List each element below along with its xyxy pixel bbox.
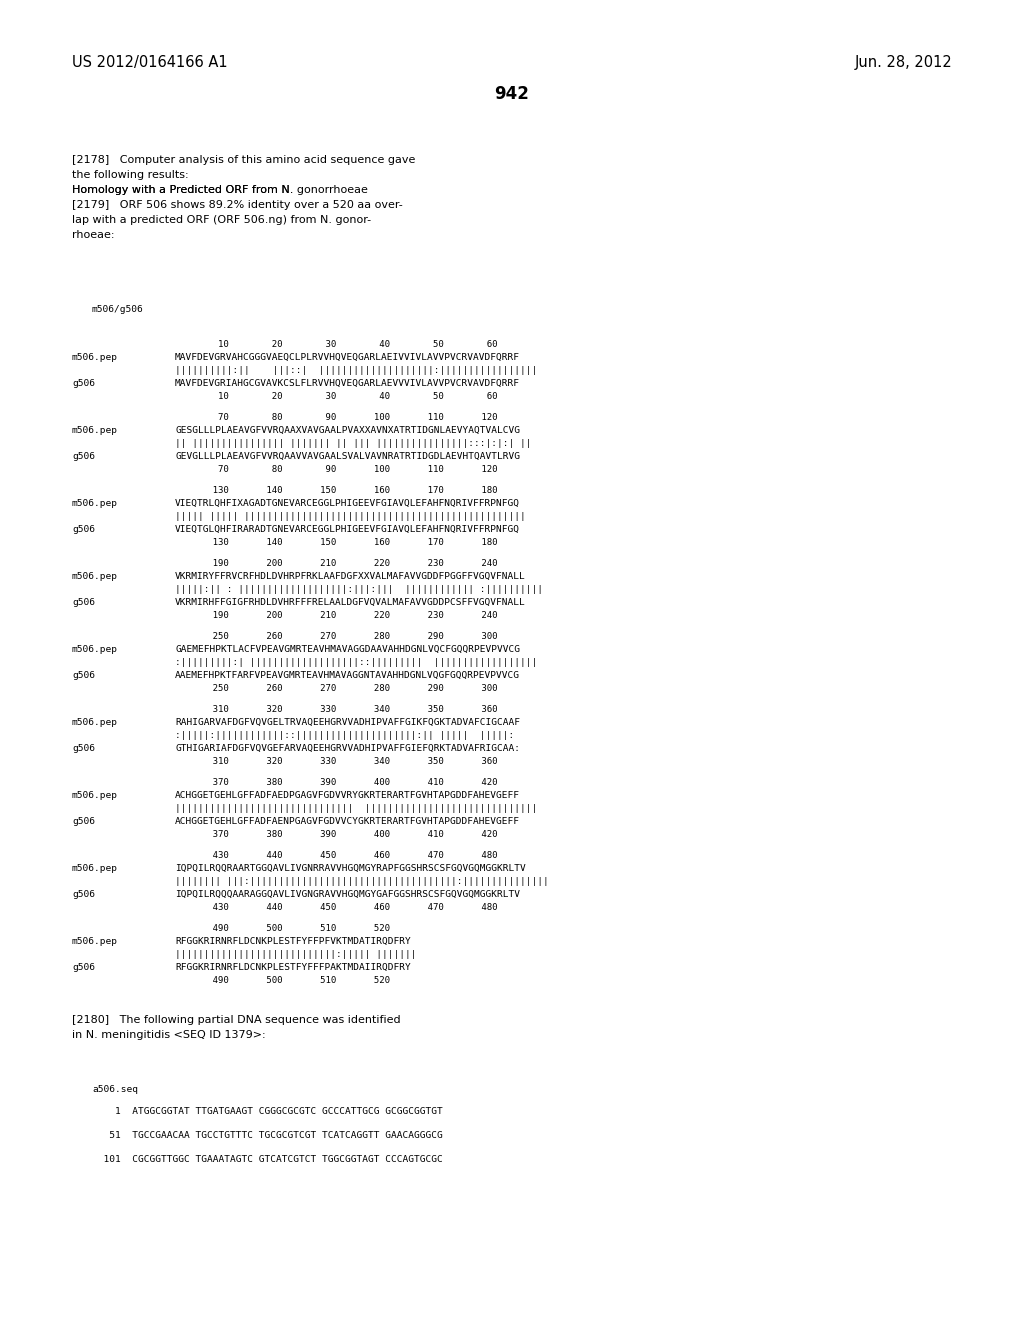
Text: in N. meningitidis <SEQ ID 1379>:: in N. meningitidis <SEQ ID 1379>: [72,1030,265,1040]
Text: g506: g506 [72,525,95,535]
Text: Homology with a Predicted ORF from N.: Homology with a Predicted ORF from N. [72,185,297,195]
Text: m506.pep: m506.pep [72,645,118,653]
Text: g506: g506 [72,744,95,752]
Text: g506: g506 [72,817,95,826]
Text: 490       500       510       520: 490 500 510 520 [175,924,390,933]
Text: 190       200       210       220       230       240: 190 200 210 220 230 240 [175,611,498,620]
Text: 490       500       510       520: 490 500 510 520 [175,975,390,985]
Text: MAVFDEVGRIAHGCGVAVKCSLFLRVVHQVEQGARLAEVVVIVLAVVPVCRVAVDFQRRF: MAVFDEVGRIAHGCGVAVKCSLFLRVVHQVEQGARLAEVV… [175,379,520,388]
Text: 310       320       330       340       350       360: 310 320 330 340 350 360 [175,705,498,714]
Text: US 2012/0164166 A1: US 2012/0164166 A1 [72,55,227,70]
Text: 250       260       270       280       290       300: 250 260 270 280 290 300 [175,684,498,693]
Text: 130       140       150       160       170       180: 130 140 150 160 170 180 [175,539,498,546]
Text: VIEQTGLQHFIRARADTGNEVARCEGGLPHIGEEVFGIAVQLEFAHFNQRIVFFRPNFGQ: VIEQTGLQHFIRARADTGNEVARCEGGLPHIGEEVFGIAV… [175,525,520,535]
Text: 10        20        30        40        50        60: 10 20 30 40 50 60 [175,341,498,348]
Text: m506.pep: m506.pep [72,718,118,727]
Text: [2179]   ORF 506 shows 89.2% identity over a 520 aa over-: [2179] ORF 506 shows 89.2% identity over… [72,201,402,210]
Text: ACHGGETGEHLGFFADFAENPGAGVFGDVVCYGKRTERARTFGVHTAPGDDFAHEVGEFF: ACHGGETGEHLGFFADFAENPGAGVFGDVVCYGKRTERAR… [175,817,520,826]
Text: g506: g506 [72,598,95,607]
Text: VIEQTRLQHFIXAGADTGNEVARCEGGLPHIGEEVFGIAVQLEFAHFNQRIVFFRPNFGQ: VIEQTRLQHFIXAGADTGNEVARCEGGLPHIGEEVFGIAV… [175,499,520,508]
Text: RAHIGARVAFDGFVQVGELTRVAQEEHGRVVADHIPVAFFGIKFQGKTADVAFCIGCAAF: RAHIGARVAFDGFVQVGELTRVAQEEHGRVVADHIPVAFF… [175,718,520,727]
Text: m506/g506: m506/g506 [92,305,143,314]
Text: m506.pep: m506.pep [72,572,118,581]
Text: m506.pep: m506.pep [72,865,118,873]
Text: 130       140       150       160       170       180: 130 140 150 160 170 180 [175,486,498,495]
Text: g506: g506 [72,964,95,972]
Text: a506.seq: a506.seq [92,1085,138,1094]
Text: IQPQILRQQRAARTGGQAVLIVGNRRAVVHGQMGYRAPFGGSHRSCSFGQVGQMGGKRLTV: IQPQILRQQRAARTGGQAVLIVGNRRAVVHGQMGYRAPFG… [175,865,525,873]
Text: m506.pep: m506.pep [72,499,118,508]
Text: ACHGGETGEHLGFFADFAEDPGAGVFGDVVRYGKRTERARTFGVHTAPGDDFAHEVGEFF: ACHGGETGEHLGFFADFAEDPGAGVFGDVVRYGKRTERAR… [175,791,520,800]
Text: GESGLLLPLAEAVGFVVRQAAXVAVGAALPVAXXAVNXATRTIDGNLAEVYAQTVALCVG: GESGLLLPLAEAVGFVVRQAAXVAVGAALPVAXXAVNXAT… [175,426,520,436]
Text: 250       260       270       280       290       300: 250 260 270 280 290 300 [175,632,498,642]
Text: VKRMIRHFFGIGFRHDLDVHRFFFRELAALDGFVQVALMAFAVVGDDPCSFFVGQVFNALL: VKRMIRHFFGIGFRHDLDVHRFFFRELAALDGFVQVALMA… [175,598,525,607]
Text: |||||||| |||:||||||||||||||||||||||||||||||||||||:|||||||||||||||: |||||||| |||:|||||||||||||||||||||||||||… [175,876,549,886]
Text: || |||||||||||||||| ||||||| || ||| ||||||||||||||||:::|:|:| ||: || |||||||||||||||| ||||||| || ||| |||||… [175,440,531,447]
Text: 10        20        30        40        50        60: 10 20 30 40 50 60 [175,392,498,401]
Text: 70        80        90       100       110       120: 70 80 90 100 110 120 [175,465,498,474]
Text: 1  ATGGCGGTAT TTGATGAAGT CGGGCGCGTC GCCCATTGCG GCGGCGGTGT: 1 ATGGCGGTAT TTGATGAAGT CGGGCGCGTC GCCCA… [92,1107,442,1115]
Text: g506: g506 [72,379,95,388]
Text: RFGGKRIRNRFLDCNKPLESTFYFFPFVKTMDATIRQDFRY: RFGGKRIRNRFLDCNKPLESTFYFFPFVKTMDATIRQDFR… [175,937,411,946]
Text: 430       440       450       460       470       480: 430 440 450 460 470 480 [175,851,498,861]
Text: m506.pep: m506.pep [72,426,118,436]
Text: VKRMIRYFFRVCRFHDLDVHRPFRKLAAFDGFXXVALMAFAVVGDDFPGGFFVGQVFNALL: VKRMIRYFFRVCRFHDLDVHRPFRKLAAFDGFXXVALMAF… [175,572,525,581]
Text: g506: g506 [72,451,95,461]
Text: :|||||||||:| |||||||||||||||||||::|||||||||  ||||||||||||||||||: :|||||||||:| |||||||||||||||||||::||||||… [175,657,538,667]
Text: 310       320       330       340       350       360: 310 320 330 340 350 360 [175,756,498,766]
Text: 370       380       390       400       410       420: 370 380 390 400 410 420 [175,830,498,840]
Text: Jun. 28, 2012: Jun. 28, 2012 [854,55,952,70]
Text: m506.pep: m506.pep [72,791,118,800]
Text: g506: g506 [72,671,95,680]
Text: 70        80        90       100       110       120: 70 80 90 100 110 120 [175,413,498,422]
Text: RFGGKRIRNRFLDCNKPLESTFYFFFPAKTMDAIIRQDFRY: RFGGKRIRNRFLDCNKPLESTFYFFFPAKTMDAIIRQDFR… [175,964,411,972]
Text: ||||| ||||| |||||||||||||||||||||||||||||||||||||||||||||||||: ||||| ||||| ||||||||||||||||||||||||||||… [175,512,525,521]
Text: 101  CGCGGTTGGC TGAAATAGTC GTCATCGTCT TGGCGGTAGT CCCAGTGCGC: 101 CGCGGTTGGC TGAAATAGTC GTCATCGTCT TGG… [92,1155,442,1164]
Text: :|||||:||||||||||||::|||||||||||||||||||||:|| |||||  |||||:: :|||||:||||||||||||::|||||||||||||||||||… [175,731,514,741]
Text: MAVFDEVGRVAHCGGGVAEQCLPLRVVHQVEQGARLAEIVVIVLAVVPVCRVAVDFQRRF: MAVFDEVGRVAHCGGGVAEQCLPLRVVHQVEQGARLAEIV… [175,352,520,362]
Text: 942: 942 [495,84,529,103]
Text: GEVGLLLPLAEAVGFVVRQAAVVAVGAALSVALVAVNRATRTIDGDLAEVHTQAVTLRVG: GEVGLLLPLAEAVGFVVRQAAVVAVGAALSVALVAVNRAT… [175,451,520,461]
Text: [2180]   The following partial DNA sequence was identified: [2180] The following partial DNA sequenc… [72,1015,400,1026]
Text: |||||:|| : |||||||||||||||||||:|||:|||  |||||||||||| :||||||||||: |||||:|| : |||||||||||||||||||:|||:||| |… [175,585,543,594]
Text: IQPQILRQQQAARAGGQAVLIVGNGRAVVHGQMGYGAFGGSHRSCSFGQVGQMGGKRLTV: IQPQILRQQQAARAGGQAVLIVGNGRAVVHGQMGYGAFGG… [175,890,520,899]
Text: GAEMEFHPKTLACFVPEAVGMRTEAVHMAVAGGDAAVAHHDGNLVQCFGQQRPEVPVVCG: GAEMEFHPKTLACFVPEAVGMRTEAVHMAVAGGDAAVAHH… [175,645,520,653]
Text: ||||||||||:||    |||::|  ||||||||||||||||||||:|||||||||||||||||: ||||||||||:|| |||::| |||||||||||||||||||… [175,366,538,375]
Text: ||||||||||||||||||||||||||||:||||| |||||||: ||||||||||||||||||||||||||||:||||| |||||… [175,950,417,960]
Text: the following results:: the following results: [72,170,188,180]
Text: |||||||||||||||||||||||||||||||  ||||||||||||||||||||||||||||||: ||||||||||||||||||||||||||||||| ||||||||… [175,804,538,813]
Text: [2178]   Computer analysis of this amino acid sequence gave: [2178] Computer analysis of this amino a… [72,154,416,165]
Text: 190       200       210       220       230       240: 190 200 210 220 230 240 [175,558,498,568]
Text: Homology with a Predicted ORF from N. gonorrhoeae: Homology with a Predicted ORF from N. go… [72,185,368,195]
Text: 51  TGCCGAACAA TGCCTGTTTC TGCGCGTCGT TCATCAGGTT GAACAGGGCG: 51 TGCCGAACAA TGCCTGTTTC TGCGCGTCGT TCAT… [92,1131,442,1140]
Text: g506: g506 [72,890,95,899]
Text: 370       380       390       400       410       420: 370 380 390 400 410 420 [175,777,498,787]
Text: m506.pep: m506.pep [72,352,118,362]
Text: lap with a predicted ORF (ORF 506.ng) from N. gonor-: lap with a predicted ORF (ORF 506.ng) fr… [72,215,371,224]
Text: 430       440       450       460       470       480: 430 440 450 460 470 480 [175,903,498,912]
Text: AAEMEFHPKTFARFVPEAVGMRTEAVHMAVAGGNTAVAHHDGNLVQGFGQQRPEVPVVCG: AAEMEFHPKTFARFVPEAVGMRTEAVHMAVAGGNTAVAHH… [175,671,520,680]
Text: m506.pep: m506.pep [72,937,118,946]
Text: GTHIGARIAFDGFVQVGEFARVAQEEHGRVVADHIPVAFFGIEFQRKTADVAFRIGCAA:: GTHIGARIAFDGFVQVGEFARVAQEEHGRVVADHIPVAFF… [175,744,520,752]
Text: rhoeae:: rhoeae: [72,230,115,240]
